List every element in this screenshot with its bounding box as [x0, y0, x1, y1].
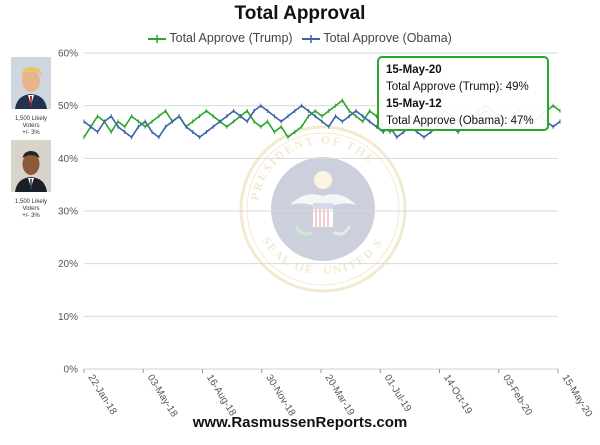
- chart-title: Total Approval: [234, 3, 366, 24]
- x-tick-label: 03-May-18: [145, 373, 180, 420]
- y-tick-label: 20%: [58, 259, 78, 270]
- x-tick-label: 22-Jan-18: [85, 373, 118, 417]
- chart-grid: [84, 52, 558, 370]
- y-tick-label: 10%: [58, 312, 78, 323]
- chart-legend: Total Approve (Trump) Total Approve (Oba…: [0, 31, 600, 45]
- side-caption-line3: +/- 3%: [22, 130, 40, 136]
- tooltip-date-trump: 15-May-20: [386, 64, 442, 76]
- y-tick-label: 40%: [58, 154, 78, 165]
- side-caption-line3: +/- 3%: [22, 213, 40, 219]
- tooltip-date-obama: 15-May-12: [386, 98, 442, 110]
- x-tick-label: 30-Nov-18: [263, 373, 297, 419]
- x-tick-label: 03-Feb-20: [500, 373, 534, 418]
- x-tick-label: 20-Mar-19: [322, 373, 356, 418]
- side-caption-line1: 1,500 Likely: [14, 199, 48, 205]
- chart-tooltip: 15-May-20 Total Approve (Trump): 49% 15-…: [377, 56, 549, 131]
- portrait-trump-icon: [11, 57, 51, 109]
- legend-label-trump: Total Approve (Trump): [169, 31, 293, 45]
- x-tick-label: 15-May-20: [559, 373, 594, 420]
- portrait-obama-icon: [11, 140, 51, 192]
- x-tick-label: 01-Jul-19: [382, 373, 414, 415]
- x-axis-ticks: 22-Jan-18 03-May-18 16-Aug-18 30-Nov-18 20-M…: [83, 369, 594, 420]
- footer-url[interactable]: www.RasmussenReports.com: [192, 414, 408, 431]
- y-tick-label: 0%: [64, 365, 79, 376]
- side-panel-obama: 1,500 Likely Voters +/- 3%: [8, 140, 54, 220]
- legend-item-trump[interactable]: Total Approve (Trump): [148, 31, 293, 45]
- side-caption-line2: Voters: [22, 206, 40, 212]
- side-caption-line2: Voters: [22, 123, 40, 129]
- x-tick-label: 16-Aug-18: [204, 373, 238, 419]
- legend-line-obama-icon: [302, 34, 321, 43]
- x-tick-label: 14-Oct-19: [441, 373, 474, 417]
- svg-text:SEAL OF THE: SEAL OF THE: [0, 0, 319, 277]
- tooltip-value-obama: Total Approve (Obama): 47%: [386, 115, 534, 127]
- y-tick-label: 50%: [58, 101, 78, 112]
- side-caption-line1: 1,500 Likely: [14, 116, 48, 122]
- side-panel-trump: 1,500 Likely Voters +/- 3%: [8, 57, 54, 137]
- y-tick-label: 60%: [58, 49, 78, 60]
- presidential-seal-watermark-icon: PRESIDENT OF THE SEAL OF THE UNITED STAT…: [0, 0, 407, 293]
- legend-line-trump-icon: [148, 34, 167, 43]
- y-axis-ticks: 0% 10% 20% 30% 40% 50% 60%: [58, 49, 78, 376]
- legend-label-obama: Total Approve (Obama): [323, 31, 452, 45]
- seal-left-text: SEAL OF THE: [0, 0, 317, 277]
- y-tick-label: 30%: [58, 207, 78, 218]
- tooltip-value-trump: Total Approve (Trump): 49%: [386, 81, 529, 93]
- legend-item-obama[interactable]: Total Approve (Obama): [302, 31, 452, 45]
